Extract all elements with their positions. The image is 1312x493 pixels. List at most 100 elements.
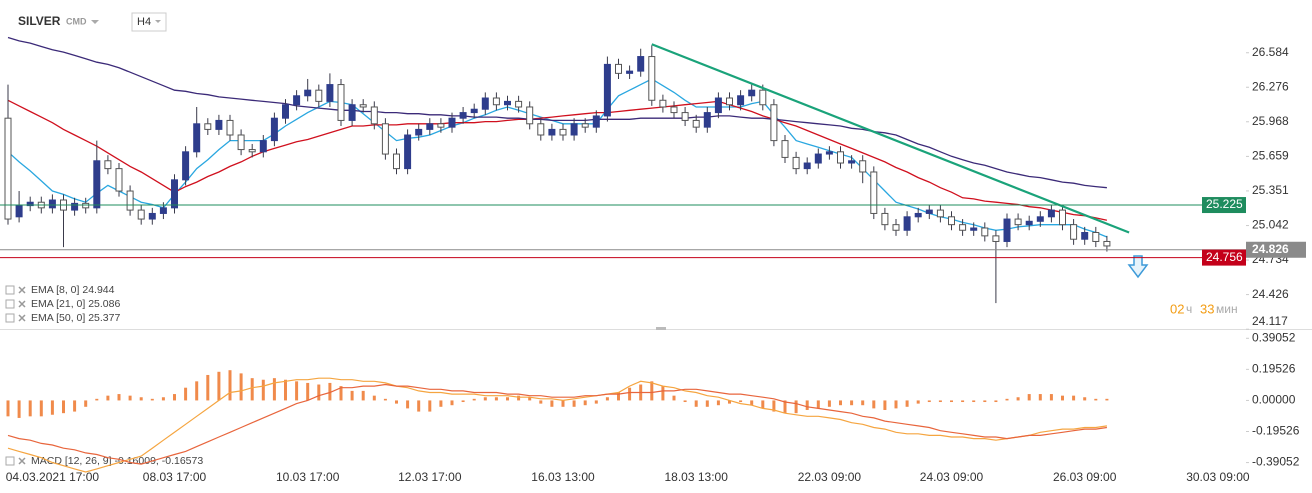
candle-body bbox=[348, 104, 356, 121]
legend-label: EMA [21, 0] 25.086 bbox=[31, 298, 120, 310]
macd-bar bbox=[572, 400, 576, 407]
macd-bar bbox=[883, 400, 887, 410]
candle-body bbox=[837, 151, 844, 164]
candle-body bbox=[415, 128, 423, 136]
candle-body bbox=[304, 89, 312, 97]
candle-body bbox=[1003, 218, 1011, 242]
macd-bar bbox=[417, 400, 421, 412]
symbol: SILVER bbox=[18, 14, 61, 28]
legend-close bbox=[18, 457, 26, 465]
y-tick-label: 25.042 bbox=[1252, 218, 1289, 232]
macd-bar bbox=[1105, 398, 1109, 401]
candle-body bbox=[981, 227, 989, 237]
candle-body bbox=[1047, 209, 1055, 218]
macd-bar bbox=[805, 400, 809, 410]
candle-body bbox=[1103, 240, 1111, 247]
macd-bar bbox=[739, 400, 743, 403]
macd-bar bbox=[295, 381, 299, 401]
macd-bar bbox=[661, 386, 665, 401]
macd-bar bbox=[372, 395, 376, 401]
candle-body bbox=[1059, 209, 1066, 226]
candle-body bbox=[359, 104, 367, 108]
candle-body bbox=[803, 162, 811, 170]
candle-body bbox=[703, 112, 711, 128]
candle-body bbox=[148, 212, 156, 220]
macd-bar bbox=[184, 387, 188, 401]
candle-body bbox=[903, 216, 911, 231]
x-tick-label: 12.03 17:00 bbox=[398, 470, 462, 484]
macd-bar bbox=[206, 374, 210, 401]
candle-body bbox=[259, 140, 267, 153]
candle-body bbox=[526, 106, 534, 125]
candle-body bbox=[659, 99, 667, 108]
instrument-type[interactable]: CMD bbox=[66, 16, 87, 26]
candle-body bbox=[15, 205, 23, 218]
macd-bar bbox=[350, 390, 354, 401]
candle-body bbox=[570, 123, 578, 136]
candle-body bbox=[559, 128, 567, 136]
candle-body bbox=[681, 112, 689, 121]
y-tick-label: 25.659 bbox=[1252, 149, 1289, 163]
candle-body bbox=[1014, 218, 1022, 226]
macd-bar bbox=[816, 400, 820, 409]
macd-bar bbox=[1005, 398, 1009, 401]
countdown-minutes-unit: мин bbox=[1216, 302, 1238, 316]
macd-bar bbox=[594, 400, 598, 404]
candle-body bbox=[193, 123, 201, 153]
candle-body bbox=[814, 153, 822, 164]
macd-bar bbox=[73, 400, 77, 412]
macd-bar bbox=[750, 400, 754, 406]
macd-bar bbox=[539, 400, 543, 404]
candle-body bbox=[959, 224, 967, 231]
candle-body bbox=[104, 160, 112, 170]
candle-body bbox=[48, 199, 56, 209]
macd-bar bbox=[328, 382, 332, 401]
legend-close bbox=[18, 300, 26, 308]
macd-bar bbox=[128, 395, 132, 401]
price-label-box bbox=[1202, 197, 1246, 214]
macd-bar bbox=[938, 400, 942, 403]
panel-handle[interactable] bbox=[656, 327, 666, 330]
candle-body bbox=[437, 123, 445, 128]
macd-bar bbox=[561, 400, 565, 407]
timeframe-box[interactable] bbox=[131, 12, 167, 32]
legend-label: EMA [50, 0] 25.377 bbox=[31, 312, 120, 324]
countdown-hours-unit: ч bbox=[1186, 302, 1192, 316]
candle-body bbox=[370, 106, 378, 125]
macd-bar bbox=[428, 400, 432, 412]
macd-bar bbox=[361, 390, 365, 401]
candle-body bbox=[925, 209, 933, 214]
candle-body bbox=[1070, 224, 1078, 240]
legend-icon bbox=[5, 285, 15, 295]
macd-bar bbox=[605, 397, 609, 401]
legend-label: EMA [8, 0] 24.944 bbox=[31, 284, 115, 296]
price-label-box bbox=[1202, 249, 1246, 266]
x-tick-label: 16.03 13:00 bbox=[531, 470, 595, 484]
macd-bar bbox=[217, 371, 221, 401]
timeframe[interactable]: H4 bbox=[137, 16, 151, 28]
macd-bar bbox=[783, 400, 787, 414]
macd-bar bbox=[317, 384, 321, 401]
macd-bar bbox=[1094, 398, 1098, 401]
macd-bar bbox=[62, 400, 65, 414]
macd-line bbox=[7, 383, 1107, 465]
macd-bar bbox=[650, 381, 654, 401]
x-tick-label: 24.03 09:00 bbox=[920, 470, 984, 484]
macd-bar bbox=[239, 373, 243, 401]
candle-body bbox=[770, 104, 778, 142]
macd-bar bbox=[1061, 395, 1064, 401]
macd-bar bbox=[339, 386, 343, 401]
macd-bar bbox=[628, 387, 632, 401]
candle-body bbox=[82, 202, 90, 209]
macd-bar bbox=[550, 400, 554, 407]
dropdown-arrow[interactable] bbox=[91, 20, 99, 24]
candle-body bbox=[936, 209, 944, 218]
candle-body bbox=[1081, 232, 1089, 240]
candle-body bbox=[914, 212, 922, 218]
macd-bar bbox=[472, 398, 476, 401]
ema-line bbox=[7, 78, 1108, 238]
candle-body bbox=[781, 140, 789, 158]
macd-bar bbox=[483, 397, 487, 401]
